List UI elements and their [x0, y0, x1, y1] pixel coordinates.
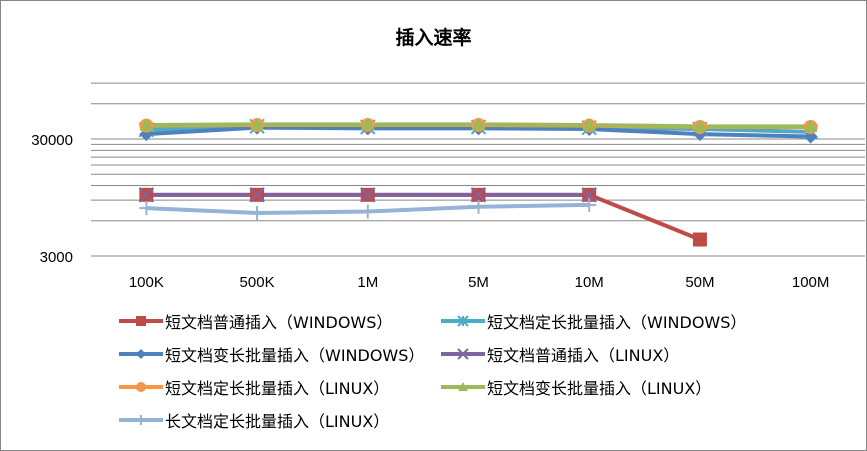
legend-item: 短文档定长批量插入（WINDOWS） [441, 306, 746, 336]
x-tick-label: 5M [468, 274, 489, 291]
legend-item: 短文档变长批量插入（LINUX） [441, 372, 711, 402]
data-point-series-6 [250, 117, 265, 130]
x-tick-label: 1M [357, 274, 378, 291]
data-point-series-6 [471, 117, 486, 130]
legend-item: 短文档普通插入（WINDOWS） [119, 306, 392, 336]
y-tick-label: 30000 [31, 132, 73, 149]
data-point-series-7 [250, 205, 265, 220]
data-point-series-6 [360, 117, 375, 130]
legend-label: 短文档变长批量插入（WINDOWS） [165, 346, 425, 365]
data-point-series-4 [249, 187, 265, 203]
y-tick-label: 3000 [40, 249, 73, 266]
y-axis-ticks: 3000 30000 [31, 132, 73, 266]
x-tick-label: 50M [685, 274, 714, 291]
legend-item: 短文档定长批量插入（LINUX） [119, 372, 389, 402]
data-point-series-7 [360, 204, 375, 219]
legend-swatch [441, 315, 485, 327]
legend-item: 长文档定长批量插入（LINUX） [119, 405, 389, 435]
data-point-series-7 [582, 197, 597, 212]
x-tick-label: 10M [575, 274, 604, 291]
series-lines [146, 122, 811, 242]
series-line-1 [146, 192, 701, 242]
data-point-series-4 [138, 187, 155, 203]
legend-swatch [119, 415, 163, 425]
data-point-series-4 [470, 187, 487, 203]
chart-title: 插入速率 [395, 27, 472, 49]
data-point-series-6 [692, 119, 707, 132]
x-tick-label: 100K [129, 274, 164, 291]
data-point-series-6 [582, 118, 597, 131]
x-tick-label: 500K [240, 274, 275, 291]
legend-label: 短文档普通插入（WINDOWS） [165, 313, 393, 332]
series-markers [138, 117, 819, 247]
legend-swatch [119, 316, 163, 326]
data-point-series-4 [581, 187, 597, 203]
legend-swatch [119, 349, 163, 359]
legend-item: 短文档变长批量插入（WINDOWS） [119, 339, 424, 369]
x-axis-ticks: 100K 500K 1M 5M 10M 50M 100M [129, 274, 830, 291]
x-tick-label: 100M [792, 274, 830, 291]
data-point-series-1 [692, 232, 707, 247]
legend-swatch [119, 382, 163, 392]
legend-label: 短文档变长批量插入（LINUX） [487, 379, 712, 398]
data-point-series-6 [803, 119, 818, 132]
data-point-series-7 [471, 199, 486, 214]
legend-swatch [441, 348, 485, 360]
legend-label: 短文档定长批量插入（WINDOWS） [487, 313, 747, 332]
data-point-series-4 [360, 187, 376, 203]
legend-item: 短文档普通插入（LINUX） [441, 339, 679, 369]
grid-lines [91, 82, 865, 257]
data-point-series-6 [139, 118, 154, 131]
legend-swatch [441, 382, 485, 391]
data-point-series-7 [139, 201, 154, 216]
legend-label: 短文档定长批量插入（LINUX） [165, 379, 390, 398]
legend-label: 短文档普通插入（LINUX） [487, 346, 680, 365]
legend-label: 长文档定长批量插入（LINUX） [165, 412, 390, 431]
